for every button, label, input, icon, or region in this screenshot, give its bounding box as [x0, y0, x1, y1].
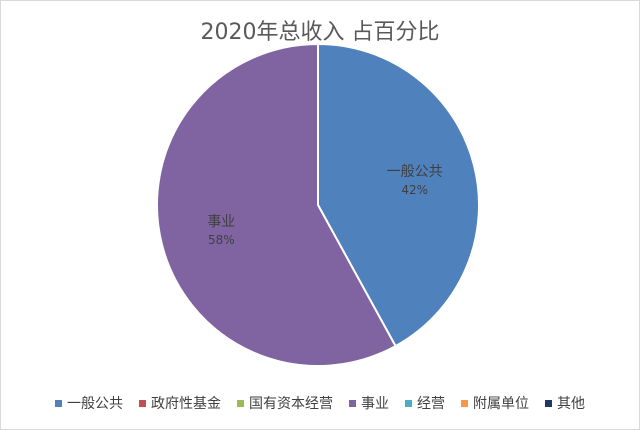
legend-item: 经营: [405, 393, 445, 413]
legend-label: 国有资本经营: [249, 396, 333, 412]
slice-category-label: 一般公共: [387, 164, 443, 180]
pie-slice-4: [156, 42, 397, 367]
legend-swatch: [237, 399, 244, 407]
legend-swatch: [461, 399, 468, 407]
legend-item: 其他: [545, 393, 585, 413]
legend-label: 经营: [417, 396, 445, 412]
legend-item: 附属单位: [461, 393, 529, 413]
legend-swatch: [349, 399, 356, 407]
legend-swatch: [545, 399, 552, 407]
legend-label: 附属单位: [473, 396, 529, 412]
legend-label: 事业: [361, 396, 389, 412]
chart-legend: 一般公共 政府性基金 国有资本经营 事业 经营 附属单位 其他: [0, 393, 640, 413]
legend-label: 一般公共: [67, 396, 123, 412]
pie-slice-1: [317, 42, 480, 348]
legend-label: 其他: [557, 396, 585, 412]
legend-label: 政府性基金: [151, 396, 221, 412]
legend-item: 事业: [349, 393, 389, 413]
legend-swatch: [405, 399, 412, 407]
legend-swatch: [55, 399, 62, 407]
slice-category-label: 事业: [207, 214, 235, 230]
slice-value-label: 42%: [401, 183, 428, 197]
legend-swatch: [139, 399, 146, 407]
chart-title: 2020年总收入 占百分比: [200, 20, 440, 45]
slice-value-label: 58%: [208, 233, 235, 247]
legend-item: 国有资本经营: [237, 393, 333, 413]
legend-item: 政府性基金: [139, 393, 221, 413]
legend-item: 一般公共: [55, 393, 123, 413]
